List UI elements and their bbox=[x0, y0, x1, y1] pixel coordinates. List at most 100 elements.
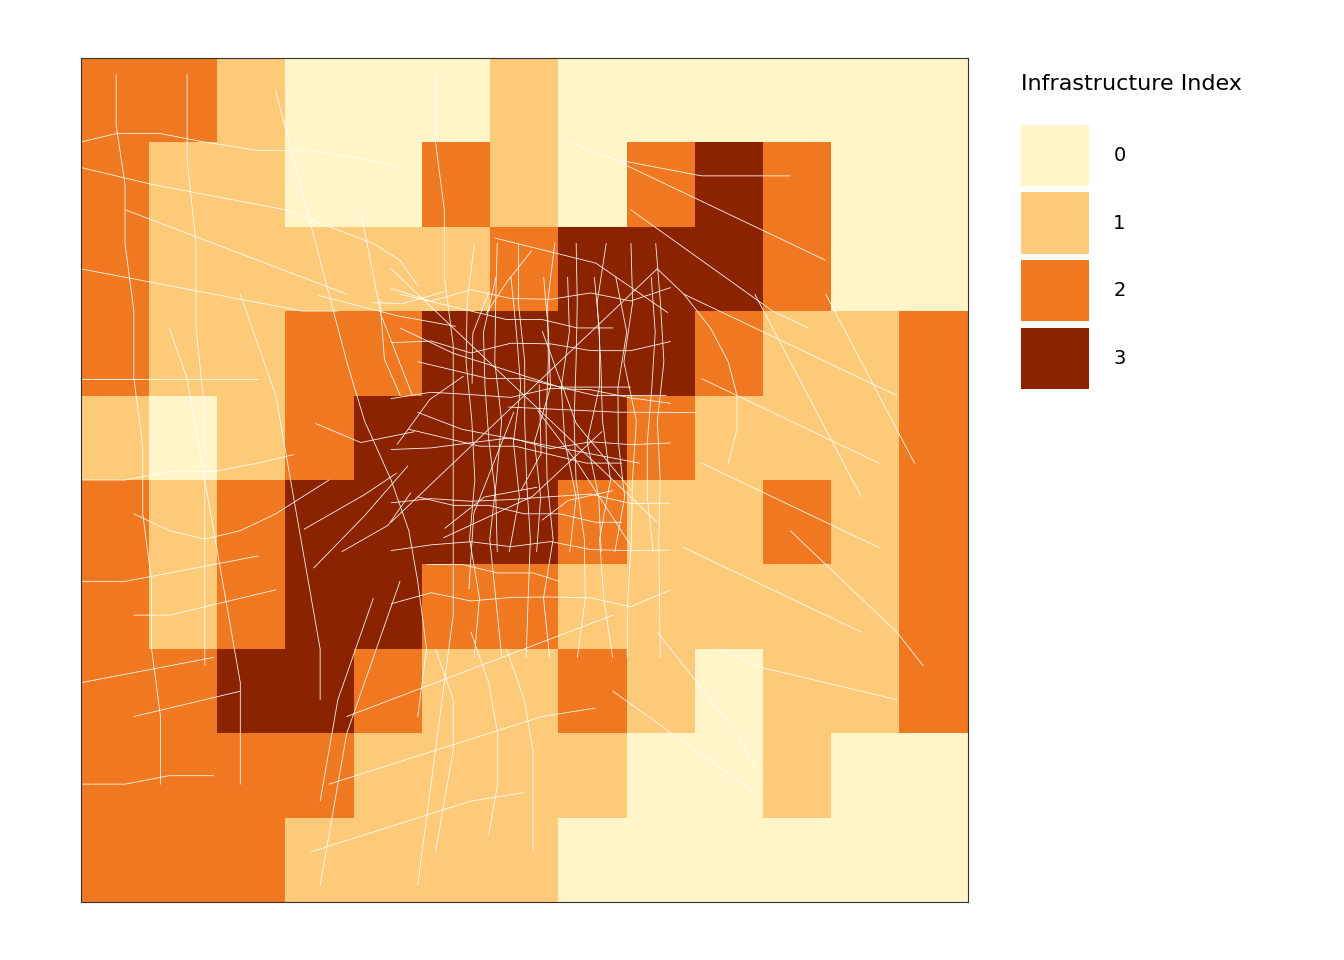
Bar bbox=[626, 142, 695, 227]
Bar bbox=[695, 564, 763, 649]
Bar bbox=[558, 733, 626, 818]
Bar bbox=[831, 227, 899, 311]
Bar bbox=[558, 311, 626, 396]
Bar bbox=[831, 58, 899, 142]
Text: 1: 1 bbox=[1113, 214, 1126, 232]
Bar bbox=[831, 564, 899, 649]
Bar bbox=[558, 818, 626, 902]
Bar bbox=[81, 649, 149, 733]
Bar bbox=[626, 564, 695, 649]
Bar bbox=[285, 58, 353, 142]
Bar bbox=[81, 58, 149, 142]
Bar bbox=[695, 480, 763, 564]
Bar bbox=[899, 649, 968, 733]
Bar bbox=[558, 480, 626, 564]
Bar bbox=[285, 818, 353, 902]
Bar bbox=[149, 227, 218, 311]
Bar bbox=[353, 311, 422, 396]
Bar bbox=[626, 480, 695, 564]
Bar bbox=[285, 396, 353, 480]
Bar bbox=[763, 227, 831, 311]
Bar bbox=[558, 58, 626, 142]
Bar bbox=[899, 818, 968, 902]
Bar bbox=[763, 480, 831, 564]
Bar bbox=[831, 480, 899, 564]
Bar bbox=[1021, 260, 1089, 322]
Bar bbox=[491, 649, 558, 733]
Bar bbox=[353, 733, 422, 818]
Bar bbox=[218, 227, 285, 311]
Bar bbox=[1021, 327, 1089, 389]
Bar bbox=[626, 311, 695, 396]
Bar bbox=[149, 396, 218, 480]
Bar bbox=[81, 227, 149, 311]
Bar bbox=[353, 58, 422, 142]
Bar bbox=[353, 227, 422, 311]
Bar bbox=[695, 58, 763, 142]
Bar bbox=[81, 396, 149, 480]
Bar bbox=[218, 58, 285, 142]
Bar bbox=[763, 564, 831, 649]
Bar bbox=[149, 142, 218, 227]
Bar bbox=[81, 733, 149, 818]
Bar bbox=[491, 396, 558, 480]
Bar bbox=[285, 227, 353, 311]
Bar bbox=[422, 649, 491, 733]
Bar bbox=[422, 818, 491, 902]
Bar bbox=[81, 142, 149, 227]
Bar bbox=[899, 58, 968, 142]
Bar bbox=[831, 649, 899, 733]
Bar bbox=[422, 733, 491, 818]
Bar bbox=[626, 818, 695, 902]
Bar bbox=[558, 396, 626, 480]
Bar bbox=[353, 818, 422, 902]
Bar bbox=[626, 649, 695, 733]
Bar bbox=[899, 311, 968, 396]
Text: 3: 3 bbox=[1113, 348, 1126, 368]
Bar bbox=[149, 649, 218, 733]
Bar bbox=[558, 649, 626, 733]
Bar bbox=[422, 227, 491, 311]
Bar bbox=[695, 818, 763, 902]
Bar bbox=[831, 396, 899, 480]
Bar bbox=[218, 733, 285, 818]
Bar bbox=[218, 396, 285, 480]
Bar bbox=[149, 733, 218, 818]
Bar bbox=[558, 142, 626, 227]
Bar bbox=[695, 649, 763, 733]
Bar bbox=[285, 311, 353, 396]
Bar bbox=[626, 396, 695, 480]
Bar bbox=[626, 58, 695, 142]
Bar bbox=[491, 58, 558, 142]
Bar bbox=[149, 480, 218, 564]
Bar bbox=[763, 396, 831, 480]
Bar bbox=[695, 227, 763, 311]
Bar bbox=[695, 142, 763, 227]
Bar bbox=[899, 564, 968, 649]
Bar bbox=[899, 227, 968, 311]
Bar bbox=[285, 733, 353, 818]
Bar bbox=[81, 480, 149, 564]
Bar bbox=[285, 649, 353, 733]
Bar bbox=[558, 564, 626, 649]
Bar bbox=[81, 818, 149, 902]
Text: 2: 2 bbox=[1113, 281, 1126, 300]
Bar bbox=[285, 564, 353, 649]
Bar bbox=[763, 311, 831, 396]
Bar bbox=[491, 733, 558, 818]
Bar bbox=[81, 564, 149, 649]
Bar bbox=[763, 649, 831, 733]
Bar bbox=[149, 58, 218, 142]
Bar bbox=[1021, 192, 1089, 253]
Bar bbox=[353, 649, 422, 733]
Bar bbox=[899, 396, 968, 480]
Bar bbox=[218, 649, 285, 733]
Bar bbox=[422, 396, 491, 480]
Bar bbox=[695, 733, 763, 818]
Bar bbox=[831, 311, 899, 396]
Bar bbox=[491, 564, 558, 649]
Bar bbox=[81, 311, 149, 396]
Bar bbox=[558, 227, 626, 311]
Bar bbox=[899, 733, 968, 818]
Bar bbox=[491, 227, 558, 311]
